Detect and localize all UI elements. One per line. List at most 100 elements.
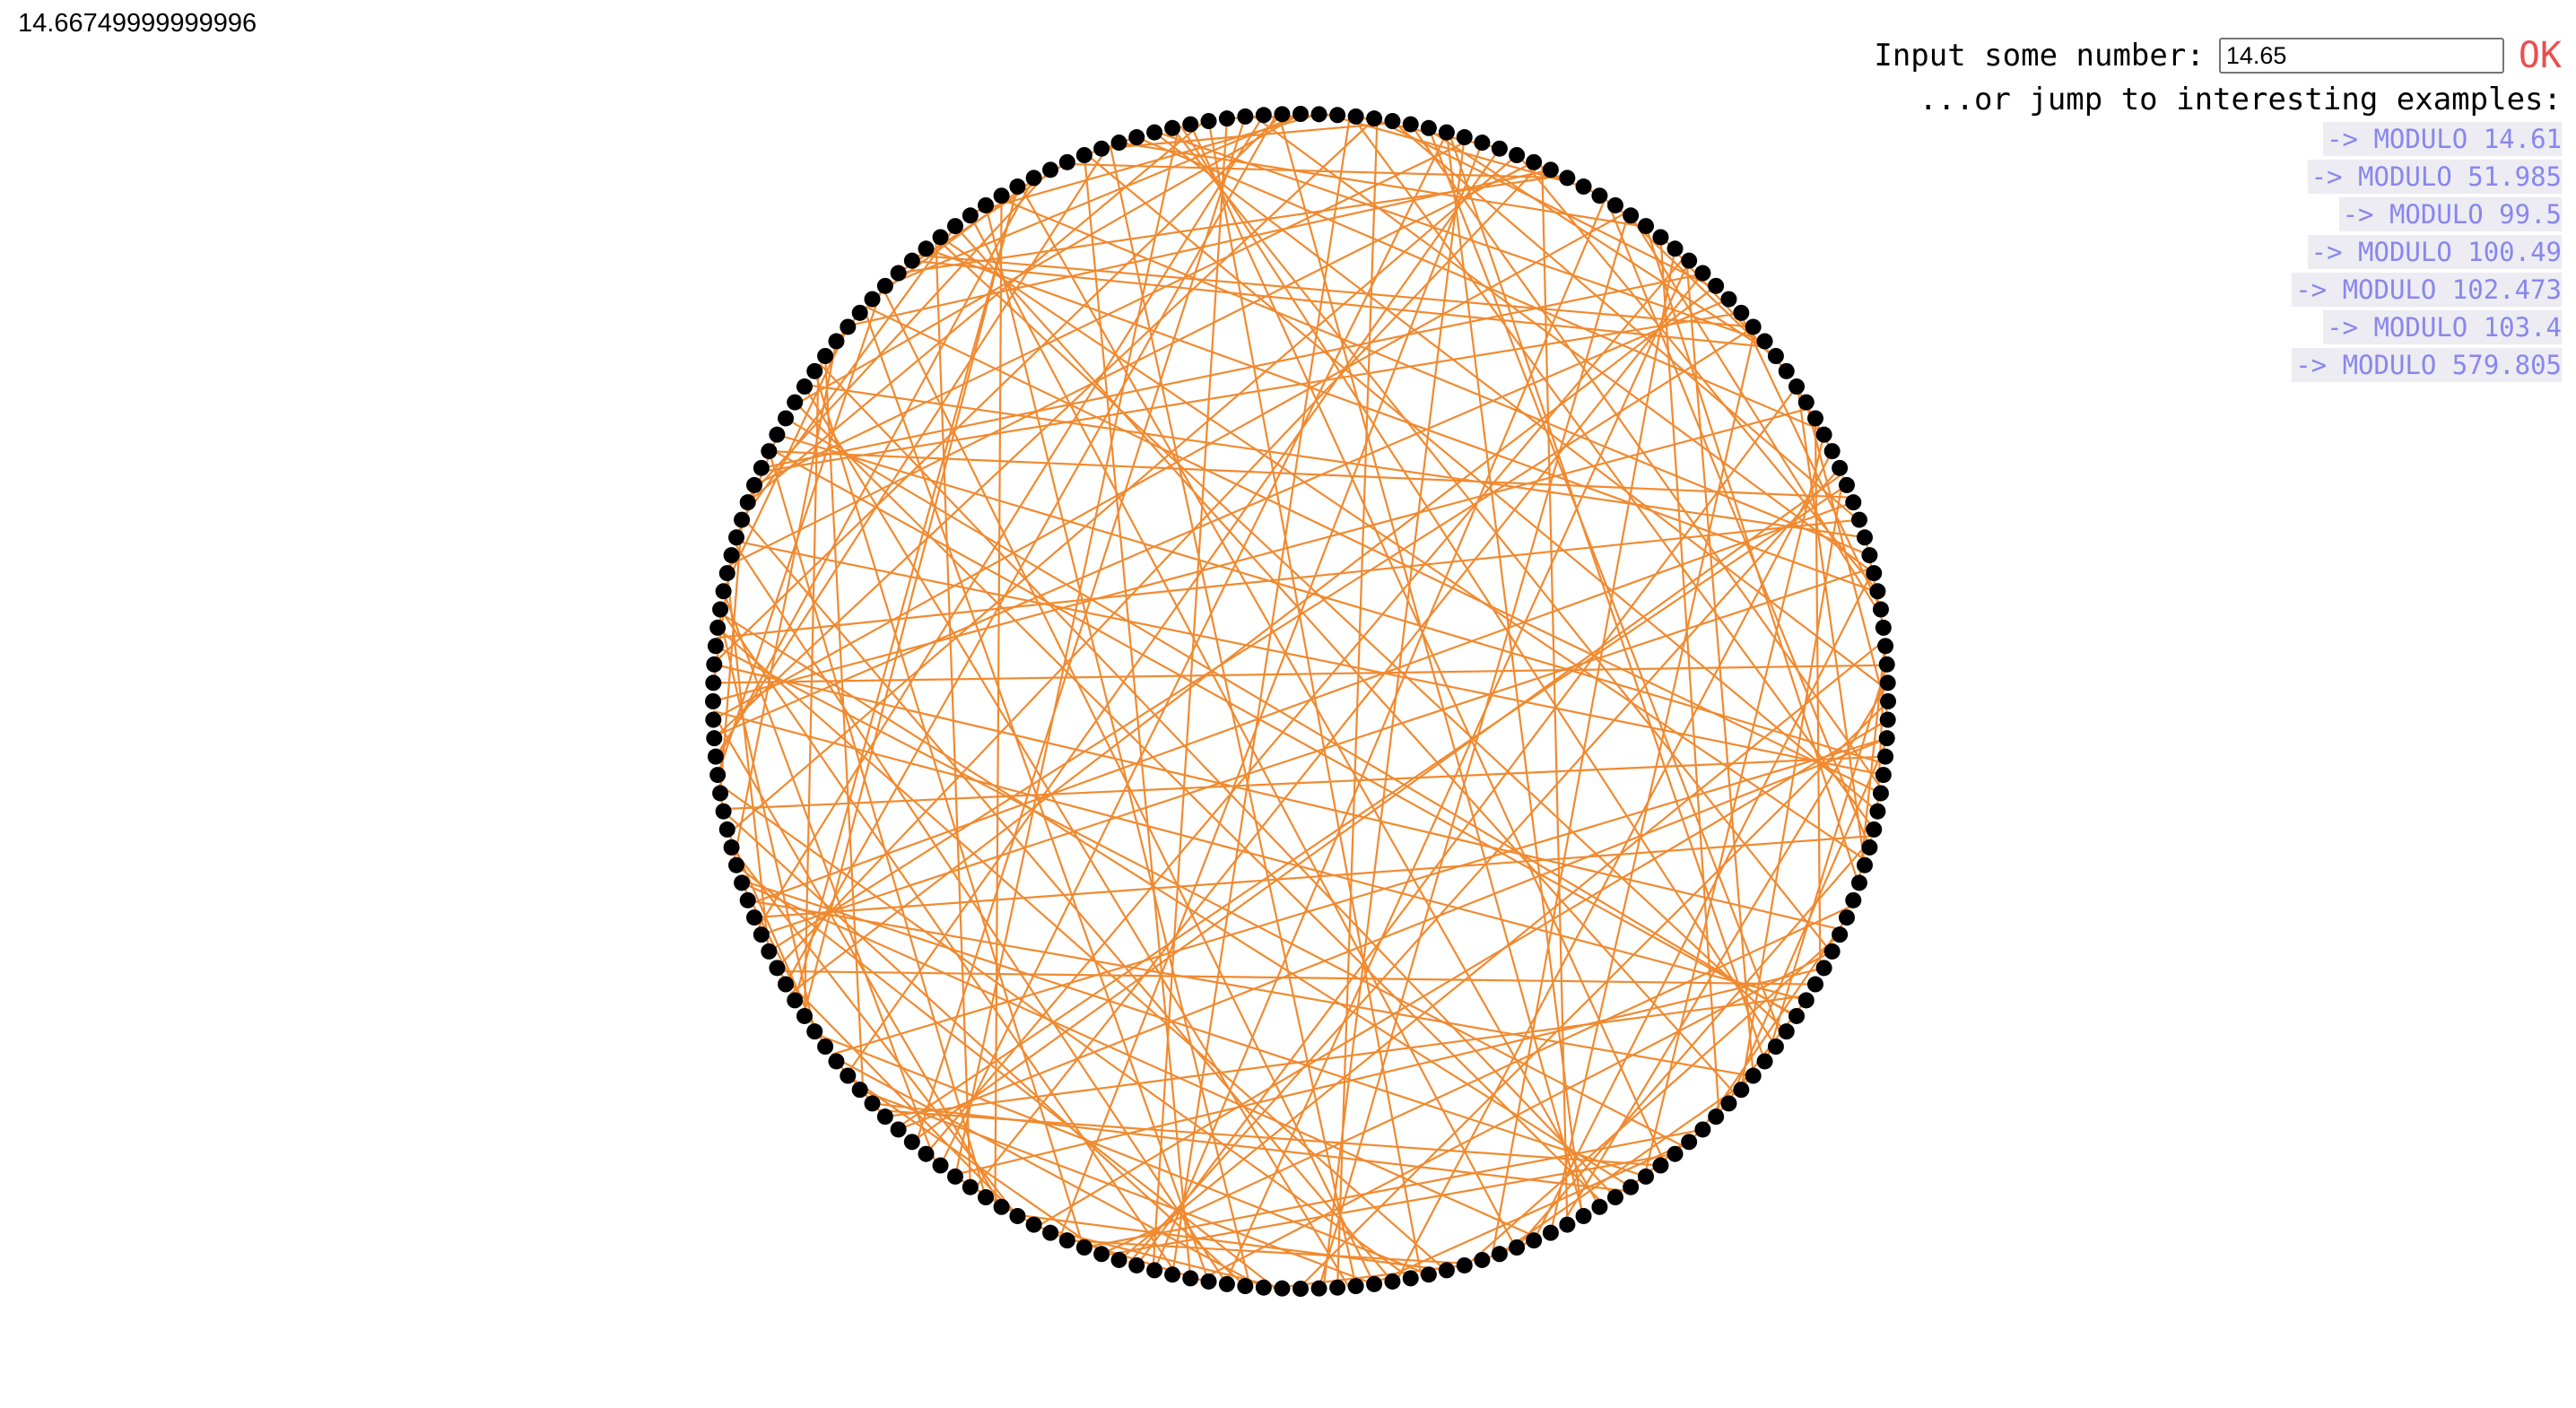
chord-line xyxy=(735,864,1276,1290)
circle-point xyxy=(1745,1067,1762,1084)
chord-line xyxy=(846,148,1501,1075)
circle-point xyxy=(1575,1207,1592,1224)
circle-point xyxy=(1218,1275,1235,1292)
circle-point xyxy=(753,459,770,476)
number-input[interactable] xyxy=(2218,38,2504,74)
circle-point xyxy=(1110,1251,1127,1268)
circle-point xyxy=(1720,291,1737,308)
circle-point xyxy=(1218,110,1235,127)
circle-point xyxy=(1606,1189,1623,1206)
chord-line xyxy=(1171,116,1352,1275)
circle-point xyxy=(718,821,735,838)
chord-line xyxy=(753,138,1472,486)
chord-line xyxy=(1797,388,1867,865)
circle-point xyxy=(1509,147,1526,163)
chord-line xyxy=(1518,155,1879,592)
chord-line xyxy=(911,473,1843,1143)
circle-point xyxy=(705,711,722,728)
circle-point xyxy=(1110,135,1127,152)
circle-point xyxy=(1274,106,1291,123)
example-link-14-61[interactable]: -> MODULO 14.61 xyxy=(2323,122,2562,156)
chord-line xyxy=(779,972,1019,1217)
circle-point xyxy=(707,638,724,655)
circle-point xyxy=(761,443,778,460)
circle-point xyxy=(864,291,881,308)
circle-point xyxy=(1420,119,1437,136)
multiplier-readout: 14.66749999999996 xyxy=(18,9,257,38)
chord-line xyxy=(1727,740,1888,1104)
circle-point xyxy=(1058,1232,1075,1249)
circle-point xyxy=(1877,638,1894,655)
circle-point xyxy=(705,674,722,691)
circle-point xyxy=(1526,1232,1543,1249)
chord-line xyxy=(1549,328,1756,1233)
example-link-579-805[interactable]: -> MODULO 579.805 xyxy=(2292,348,2562,382)
circle-point xyxy=(706,656,723,673)
chord-line xyxy=(1066,1239,1471,1265)
chord-line xyxy=(714,145,1110,758)
circle-point xyxy=(806,362,823,379)
circle-point xyxy=(1274,1280,1291,1297)
chord-line xyxy=(749,169,1051,497)
circle-point xyxy=(1310,106,1327,123)
circle-point xyxy=(1542,161,1559,178)
circle-point xyxy=(769,426,786,443)
chord-line xyxy=(865,305,1882,795)
chord-line xyxy=(803,186,1019,1016)
example-link-103-4[interactable]: -> MODULO 103.4 xyxy=(2323,310,2562,344)
chord-line xyxy=(831,1056,1265,1289)
circle-point xyxy=(1237,1278,1254,1295)
circle-point xyxy=(1591,187,1608,204)
circle-point xyxy=(1329,107,1346,124)
chord-line xyxy=(770,448,1797,1017)
circle-point xyxy=(1797,394,1815,411)
circle-point xyxy=(1491,1246,1508,1263)
circle-point xyxy=(1856,529,1873,546)
circle-point xyxy=(1788,1007,1806,1024)
control-panel: Input some number: OK ...or jump to inte… xyxy=(1874,34,2562,386)
example-link-100-49[interactable]: -> MODULO 100.49 xyxy=(2307,235,2562,269)
ok-button[interactable]: OK xyxy=(2504,36,2562,75)
chord-line xyxy=(1814,418,1822,976)
circle-point xyxy=(1878,730,1895,747)
example-link-102-473[interactable]: -> MODULO 102.473 xyxy=(2292,273,2562,307)
circle-point xyxy=(734,874,751,891)
chord-line xyxy=(1127,467,1841,1265)
circle-point xyxy=(1009,1207,1026,1224)
chord-line xyxy=(953,126,1180,1178)
circle-point xyxy=(1681,252,1698,269)
chord-line xyxy=(1644,225,1860,885)
circle-point xyxy=(734,511,751,528)
chord-line xyxy=(747,899,1754,1078)
circle-point xyxy=(1845,891,1862,908)
circle-point xyxy=(1025,169,1042,187)
example-link-51-985[interactable]: -> MODULO 51.985 xyxy=(2307,160,2562,194)
chord-line xyxy=(1533,569,1875,1241)
chord-line xyxy=(1179,126,1777,1047)
chord-line xyxy=(1058,142,1484,1238)
chord-line xyxy=(728,161,1535,567)
example-link-99-5[interactable]: -> MODULO 99.5 xyxy=(2338,197,2562,231)
circle-point xyxy=(1839,476,1855,493)
circle-point xyxy=(778,976,795,993)
circle-point xyxy=(851,1082,868,1099)
circle-point xyxy=(1806,976,1823,993)
circle-point xyxy=(1292,1281,1309,1297)
chord-line xyxy=(1036,718,1889,1228)
chord-line xyxy=(1630,214,1884,618)
chord-line xyxy=(722,810,1247,1287)
circle-point xyxy=(817,348,834,364)
chord-line xyxy=(785,114,1278,986)
chord-line xyxy=(1252,115,1875,575)
chord-line xyxy=(712,407,1810,703)
circle-point xyxy=(1591,1198,1608,1215)
circle-point xyxy=(918,240,935,257)
circle-point xyxy=(918,1145,935,1162)
chord-line xyxy=(1395,450,1833,1282)
circle-point xyxy=(723,547,740,564)
circle-point xyxy=(718,565,735,582)
circle-point xyxy=(806,1023,823,1040)
circle-point xyxy=(840,318,857,335)
chord-line xyxy=(911,259,1770,349)
chord-line xyxy=(884,112,1302,287)
